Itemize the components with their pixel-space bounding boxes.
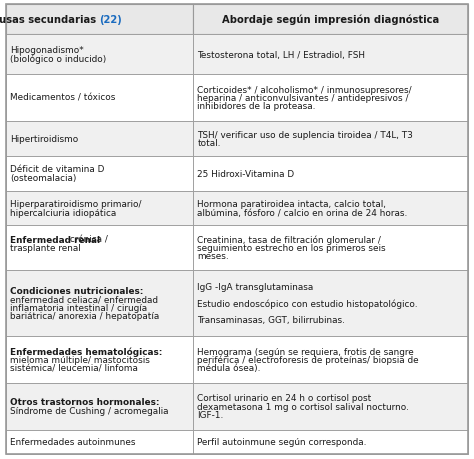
Text: Déficit de vitamina D: Déficit de vitamina D [10, 165, 105, 174]
Bar [192, 430, 468, 454]
Text: enfermedad celiaca/ enfermedad: enfermedad celiaca/ enfermedad [10, 295, 158, 303]
Bar [6, 5, 192, 35]
Text: IgG -IgA transglutaminasa: IgG -IgA transglutaminasa [197, 282, 314, 291]
Text: Perfil autoinmune según corresponda.: Perfil autoinmune según corresponda. [197, 437, 367, 447]
Text: albúmina, fósforo / calcio en orina de 24 horas.: albúmina, fósforo / calcio en orina de 2… [197, 208, 408, 217]
Bar [192, 75, 468, 122]
Bar [192, 122, 468, 157]
Text: dexametasona 1 mg o cortisol salival nocturno.: dexametasona 1 mg o cortisol salival noc… [197, 402, 409, 411]
Text: Síndrome de Cushing / acromegalia: Síndrome de Cushing / acromegalia [10, 406, 169, 415]
Text: TSH/ verificar uso de suplencia tiroidea / T4L, T3: TSH/ verificar uso de suplencia tiroidea… [197, 130, 413, 139]
Text: 25 Hidroxi-Vitamina D: 25 Hidroxi-Vitamina D [197, 169, 294, 178]
Bar [6, 430, 192, 454]
Text: periférica / electroforesis de proteínas/ biopsia de: periférica / electroforesis de proteínas… [197, 355, 419, 364]
Text: inflamatoria intestinal / cirugía: inflamatoria intestinal / cirugía [10, 303, 147, 312]
Text: Cortisol urinario en 24 h o cortisol post: Cortisol urinario en 24 h o cortisol pos… [197, 393, 372, 403]
Bar [6, 157, 192, 191]
Text: Condiciones nutricionales:: Condiciones nutricionales: [10, 286, 144, 295]
Bar [192, 383, 468, 430]
Bar [6, 122, 192, 157]
Text: (biológico o inducido): (biológico o inducido) [10, 54, 107, 64]
Text: Enfermedad renal: Enfermedad renal [10, 235, 100, 244]
Text: total.: total. [197, 139, 221, 147]
Text: Causas secundarias: Causas secundarias [0, 15, 99, 25]
Text: mieloma múltiple/ mastocitosis: mieloma múltiple/ mastocitosis [10, 355, 150, 364]
Bar [192, 35, 468, 75]
Text: meses.: meses. [197, 252, 229, 261]
Bar [6, 35, 192, 75]
Text: trasplante renal: trasplante renal [10, 244, 81, 252]
Text: Corticoides* / alcoholismo* / inmunosupresores/: Corticoides* / alcoholismo* / inmunosupr… [197, 85, 412, 95]
Text: hipercalciuria idiopática: hipercalciuria idiopática [10, 208, 117, 217]
Text: Enfermedades hematológicas:: Enfermedades hematológicas: [10, 347, 163, 356]
Text: Otros trastornos hormonales:: Otros trastornos hormonales: [10, 397, 160, 407]
Text: Abordaje según impresión diagnóstica: Abordaje según impresión diagnóstica [222, 15, 439, 25]
Text: (22): (22) [99, 15, 122, 25]
Bar [6, 383, 192, 430]
Text: Estudio endoscópico con estudio histopatológico.: Estudio endoscópico con estudio histopat… [197, 298, 418, 308]
Bar [6, 75, 192, 122]
Text: Testosterona total, LH / Estradiol, FSH: Testosterona total, LH / Estradiol, FSH [197, 50, 365, 60]
Text: crónica /: crónica / [67, 235, 108, 244]
Text: heparina / anticonvulsivantes / antidepresivos /: heparina / anticonvulsivantes / antidepr… [197, 94, 409, 103]
Text: Creatinina, tasa de filtración glomerular /: Creatinina, tasa de filtración glomerula… [197, 235, 381, 245]
Bar [6, 226, 192, 270]
Text: IGF-1.: IGF-1. [197, 410, 224, 419]
Text: inhibidores de la proteasa.: inhibidores de la proteasa. [197, 102, 316, 111]
Text: Hipogonadismo*: Hipogonadismo* [10, 46, 84, 56]
Text: sistémica/ leucemia/ linfoma: sistémica/ leucemia/ linfoma [10, 363, 138, 372]
Text: Transaminasas, GGT, bilirrubinas.: Transaminasas, GGT, bilirrubinas. [197, 315, 345, 324]
Bar [192, 336, 468, 383]
Text: bariátrica/ anorexia / hepatopatía: bariátrica/ anorexia / hepatopatía [10, 311, 160, 320]
Text: Hipertiroidismo: Hipertiroidismo [10, 134, 79, 143]
Text: médula ósea).: médula ósea). [197, 363, 261, 372]
Text: Medicamentos / tóxicos: Medicamentos / tóxicos [10, 94, 116, 103]
Bar [192, 191, 468, 226]
Text: Hormona paratiroidea intacta, calcio total,: Hormona paratiroidea intacta, calcio tot… [197, 200, 386, 209]
Text: Hiperparatiroidismo primario/: Hiperparatiroidismo primario/ [10, 200, 142, 209]
Bar [192, 5, 468, 35]
Bar [192, 270, 468, 336]
Text: (osteomalacia): (osteomalacia) [10, 174, 77, 182]
Bar [192, 157, 468, 191]
Bar [6, 191, 192, 226]
Bar [6, 270, 192, 336]
Text: Enfermedades autoinmunes: Enfermedades autoinmunes [10, 437, 136, 447]
Bar [192, 226, 468, 270]
Text: Hemograma (según se requiera, frotis de sangre: Hemograma (según se requiera, frotis de … [197, 347, 414, 356]
Text: seguimiento estrecho en los primeros seis: seguimiento estrecho en los primeros sei… [197, 244, 386, 252]
Bar [6, 336, 192, 383]
